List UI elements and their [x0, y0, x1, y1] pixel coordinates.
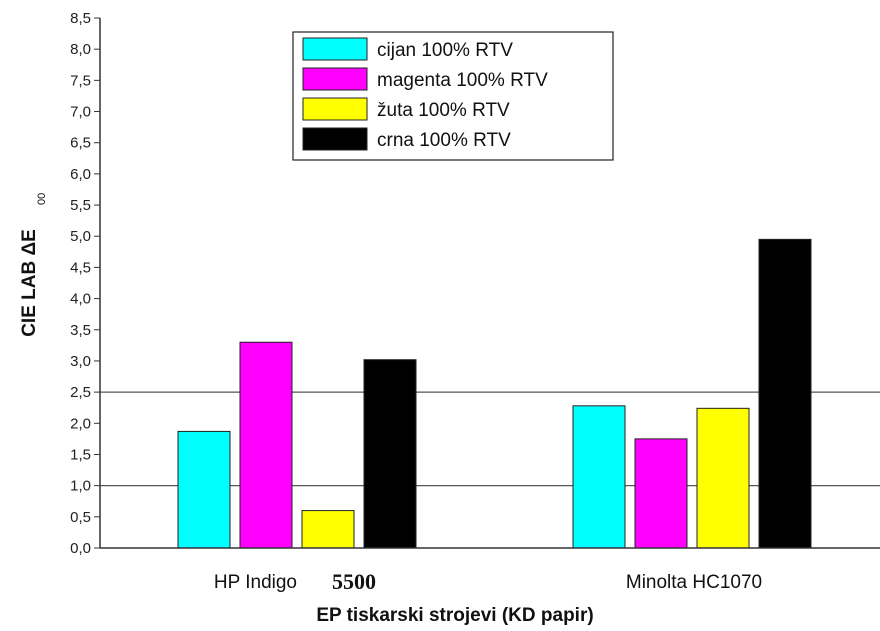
y-tick-label: 8,0	[70, 41, 91, 58]
axes	[99, 18, 880, 549]
y-tick-label: 6,0	[70, 166, 91, 183]
y-axis-title-subscript: 00	[36, 193, 48, 205]
category-label-hp-indigo: HP Indigo	[214, 572, 297, 593]
bars	[177, 238, 812, 549]
bar-2-hp-indigo	[239, 341, 293, 549]
bar-2-minolta	[634, 438, 688, 549]
y-tick-label: 2,0	[70, 415, 91, 432]
legend-label: magenta 100% RTV	[377, 70, 548, 91]
y-tick-label: 5,0	[70, 228, 91, 245]
x-axis-title: EP tiskarski strojevi (KD papir)	[316, 605, 593, 626]
y-tick-label: 4,5	[70, 259, 91, 276]
y-tick-label: 2,5	[70, 384, 91, 401]
y-axis-title-main: CIE LAB ΔE	[19, 229, 40, 337]
bar-3-hp-indigo	[301, 510, 355, 549]
y-tick-label: 1,5	[70, 446, 91, 463]
y-tick-label: 4,0	[70, 291, 91, 308]
category-label-hp-indigo-model: 5500	[332, 569, 376, 594]
legend-swatch	[302, 97, 368, 121]
legend-label: žuta 100% RTV	[377, 100, 510, 121]
legend-label: cijan 100% RTV	[377, 40, 513, 61]
y-tick-label: 6,5	[70, 135, 91, 152]
bar-4-minolta	[758, 238, 812, 549]
y-tick-label: 1,0	[70, 478, 91, 495]
y-tick-label: 5,5	[70, 197, 91, 214]
legend-swatch	[302, 37, 368, 61]
y-tick-label: 7,5	[70, 72, 91, 89]
legend-label: crna 100% RTV	[377, 130, 511, 151]
legend-swatch	[302, 67, 368, 91]
y-tick-label: 0,5	[70, 509, 91, 526]
y-ticks: 0,0 0,5 1,0 1,5 2,0 2,5 3,0 3,5 4,0 4,5 5,0 5,5 6,0 6…	[70, 10, 100, 557]
legend: cijan 100% RTV magenta 100% RTV žuta 100% …	[292, 31, 614, 161]
legend-swatch	[302, 127, 368, 151]
bar-1-minolta	[572, 405, 626, 549]
y-tick-label: 3,5	[70, 322, 91, 339]
bar-4-hp-indigo	[363, 359, 417, 549]
y-tick-label: 0,0	[70, 540, 91, 557]
y-tick-label: 3,0	[70, 353, 91, 370]
bar-1-hp-indigo	[177, 430, 231, 549]
y-axis-title: CIE LAB ΔE 00	[19, 193, 48, 337]
y-tick-label: 7,0	[70, 104, 91, 121]
category-label-minolta: Minolta HC1070	[626, 572, 762, 593]
y-tick-label: 8,5	[70, 10, 91, 27]
bar-3-minolta	[696, 407, 750, 549]
